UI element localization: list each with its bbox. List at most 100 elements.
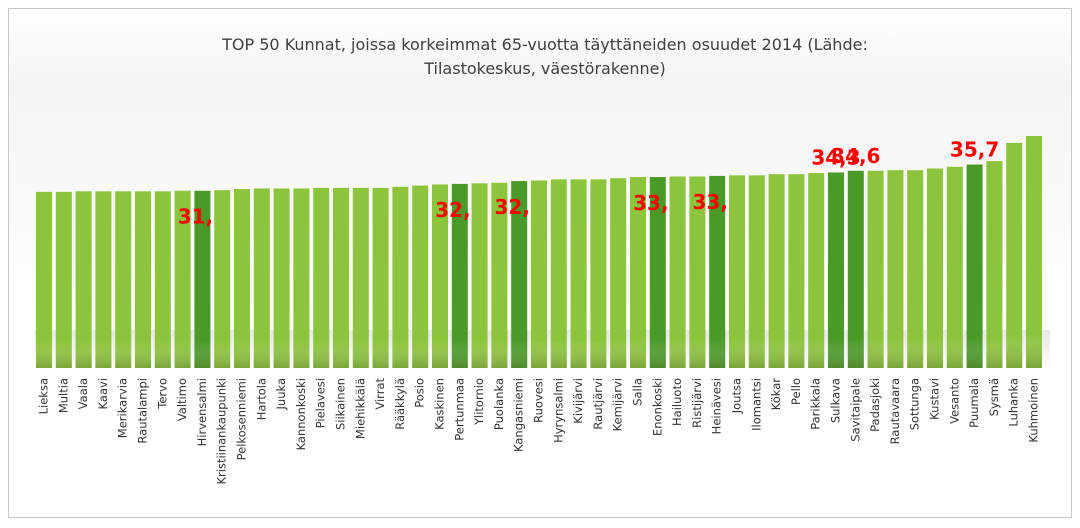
bar-shade <box>491 182 508 368</box>
x-tick-label: Pielavesi <box>314 378 328 428</box>
x-tick-label: Virrat <box>373 378 387 410</box>
x-tick-label: Miehikkälä <box>353 378 367 439</box>
x-tick-label: Hailuoto <box>670 378 684 426</box>
data-label: 35,7 <box>950 138 999 162</box>
x-tick-label: Merikarvia <box>116 378 130 438</box>
bar-shade <box>808 173 825 368</box>
bar-shade <box>451 183 468 368</box>
data-label: 34,6 <box>831 144 880 168</box>
x-tick-label: Tervo <box>155 378 169 410</box>
x-tick-label: Kustavi <box>928 378 942 420</box>
bar-shade <box>986 161 1003 368</box>
bar-shade <box>352 187 369 368</box>
bar-shade <box>907 170 924 368</box>
x-tick-label: Kaavi <box>96 378 110 409</box>
x-tick-label: Heinävesi <box>710 378 724 434</box>
bar-shade <box>847 170 864 368</box>
x-tick-label: Pelkosenniemi <box>235 378 249 460</box>
bar-shade <box>709 175 726 368</box>
bar-shade <box>392 186 409 368</box>
x-tick-label: Posio <box>413 378 427 408</box>
bar-shade <box>927 168 943 368</box>
bar-shade <box>511 181 528 368</box>
bar-shade <box>115 191 132 368</box>
bar-shade <box>748 175 765 368</box>
chart-title: TOP 50 Kunnat, joissa korkeimmat 65-vuot… <box>221 35 868 54</box>
x-tick-label: Vaala <box>76 378 90 409</box>
bar-shade <box>95 191 112 368</box>
bar-shade <box>887 170 904 368</box>
bar-shade <box>1026 136 1042 368</box>
bar-shade <box>669 176 686 368</box>
bar-shade <box>432 184 448 368</box>
x-tick-label: Salla <box>631 378 645 406</box>
bar-shade <box>570 179 587 368</box>
bar-shade <box>214 190 231 368</box>
data-label: 34,3 <box>811 145 860 169</box>
x-tick-label: Kemijärvi <box>611 378 625 431</box>
x-tick-label: Juuka <box>274 378 288 410</box>
x-tick-label: Kaskinen <box>433 378 447 430</box>
x-tick-label: Savitaipale <box>848 378 862 442</box>
bar-shade <box>293 188 310 368</box>
x-tick-label: Luhanka <box>1007 378 1021 427</box>
x-tick-label: Ylitornio <box>472 378 486 426</box>
bar-shade <box>174 190 191 368</box>
chart-title: Tilastokeskus, väestörakenne) <box>423 59 665 78</box>
bar-shade <box>75 191 92 368</box>
bar-shade <box>689 176 706 368</box>
x-tick-label: Rautavaara <box>888 378 902 444</box>
bar-shade <box>610 178 627 368</box>
bar-shade <box>1006 142 1023 368</box>
x-tick-label: Kökar <box>769 378 783 411</box>
bar-shade <box>531 180 547 368</box>
bar-shade <box>946 166 963 368</box>
x-tick-label: Valtimo <box>175 378 189 421</box>
x-tick-label: Hyrynsalmi <box>551 378 565 443</box>
bar-shade <box>253 188 270 368</box>
x-tick-label: Kangasniemi <box>512 378 526 452</box>
x-tick-label: Kuhmoinen <box>1027 378 1041 443</box>
x-tick-label: Lieksa <box>37 378 51 414</box>
bar-shade <box>590 179 607 368</box>
x-tick-label: Padasjoki <box>868 378 882 432</box>
bar-shade <box>788 174 805 368</box>
x-tick-label: Ilomantsi <box>749 378 763 431</box>
bar-shade <box>828 172 844 368</box>
x-tick-label: Joutsa <box>730 378 744 414</box>
x-tick-label: Rautjärvi <box>591 378 605 430</box>
bar-shade <box>471 183 488 368</box>
x-tick-label: Ruovesi <box>532 378 546 423</box>
x-tick-label: Multia <box>56 378 70 413</box>
x-tick-label: Sulkava <box>829 378 843 423</box>
x-tick-label: Kivijärvi <box>571 378 585 424</box>
bar-shade <box>55 191 72 368</box>
bar-shade <box>412 185 429 368</box>
x-tick-label: Pello <box>789 378 803 405</box>
x-tick-label: Hirvensalmi <box>195 378 209 446</box>
bar-shade <box>333 187 349 368</box>
bar-shade <box>630 177 646 368</box>
x-tick-label: Hartola <box>254 378 268 420</box>
bar-shade <box>372 187 389 368</box>
x-tick-label: Puolanka <box>492 378 506 430</box>
x-tick-label: Rautalampi <box>136 378 150 444</box>
bar-shade <box>768 174 785 368</box>
bar-shade <box>313 187 330 368</box>
bar-shade <box>194 190 211 368</box>
bar-shade <box>729 175 745 368</box>
bar-shade <box>135 191 151 368</box>
bar-shade <box>234 189 250 368</box>
x-tick-label: Rääkkylä <box>393 378 407 430</box>
x-tick-label: Parikkala <box>809 378 823 430</box>
bar-shade <box>36 191 52 368</box>
x-tick-label: Pertunmaa <box>452 378 466 441</box>
bar-shade <box>154 191 171 368</box>
x-tick-label: Enonkoski <box>650 378 664 436</box>
x-tick-label: Puumala <box>967 378 981 428</box>
x-tick-label: Ristijärvi <box>690 378 704 428</box>
x-tick-label: Sottunga <box>908 378 922 430</box>
bar-shade <box>550 179 567 368</box>
bar-shade <box>867 170 884 368</box>
